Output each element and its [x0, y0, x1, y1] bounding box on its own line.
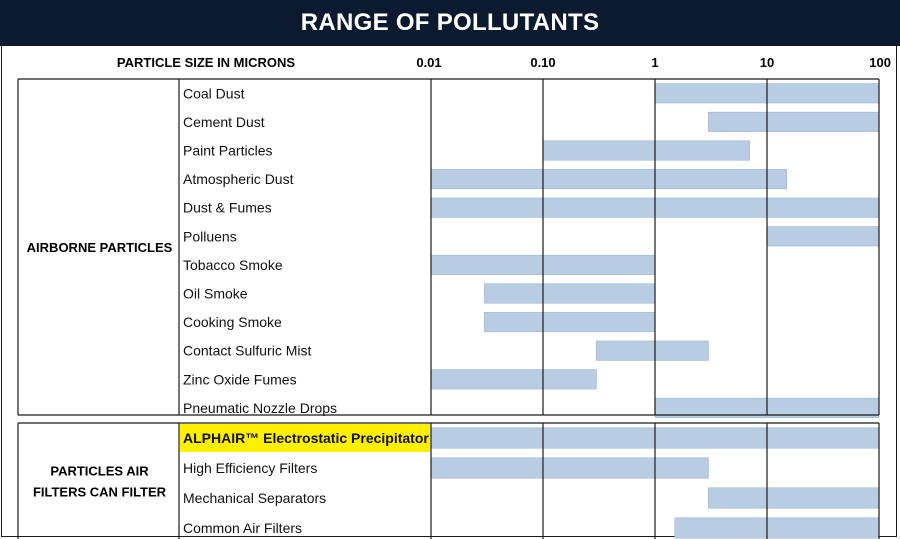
range-bar — [430, 369, 597, 390]
row-label: Coal Dust — [183, 85, 245, 101]
row-label: Paint Particles — [183, 143, 272, 159]
row-label: Zinc Oxide Fumes — [183, 371, 297, 387]
row-label: Common Air Filters — [183, 520, 302, 536]
row-label: High Efficiency Filters — [183, 460, 317, 476]
range-bar — [484, 283, 656, 304]
chart-title: RANGE OF POLLUTANTS — [0, 0, 900, 46]
group-label: AIRBORNE PARTICLES — [27, 240, 173, 255]
row-label: Cooking Smoke — [183, 314, 282, 330]
range-bar — [484, 312, 656, 333]
range-bar — [708, 487, 880, 509]
range-bar — [708, 111, 880, 132]
row-label: Pneumatic Nozzle Drops — [183, 400, 337, 416]
row-label: Contact Sulfuric Mist — [183, 343, 311, 359]
chart-frame — [1, 46, 897, 537]
range-bar — [674, 517, 880, 539]
row-label: Dust & Fumes — [183, 200, 272, 216]
x-tick-label: 0.10 — [530, 55, 555, 70]
row-label: Polluens — [183, 228, 237, 244]
highlighted-row-label: ALPHAIR™ Electrostatic Precipitator — [183, 430, 429, 446]
row-label: Oil Smoke — [183, 286, 248, 302]
range-bar — [430, 169, 788, 190]
x-tick-label: 10 — [760, 55, 774, 70]
label-highlight — [180, 424, 430, 452]
range-bar — [766, 226, 880, 247]
row-label: Tobacco Smoke — [183, 257, 283, 273]
x-tick-label: 0.01 — [416, 55, 441, 70]
row-label: Atmospheric Dust — [183, 171, 294, 187]
group-label: PARTICLES AIR — [50, 464, 149, 479]
group-label: FILTERS CAN FILTER — [33, 485, 167, 500]
row-label: Mechanical Separators — [183, 490, 326, 506]
x-tick-label: 100 — [869, 55, 891, 70]
range-bar — [430, 457, 709, 479]
range-bar — [542, 140, 750, 161]
x-tick-label: 1 — [651, 55, 658, 70]
range-bar — [596, 340, 709, 361]
x-axis-label: PARTICLE SIZE IN MICRONS — [117, 55, 295, 70]
row-label: Cement Dust — [183, 114, 265, 130]
